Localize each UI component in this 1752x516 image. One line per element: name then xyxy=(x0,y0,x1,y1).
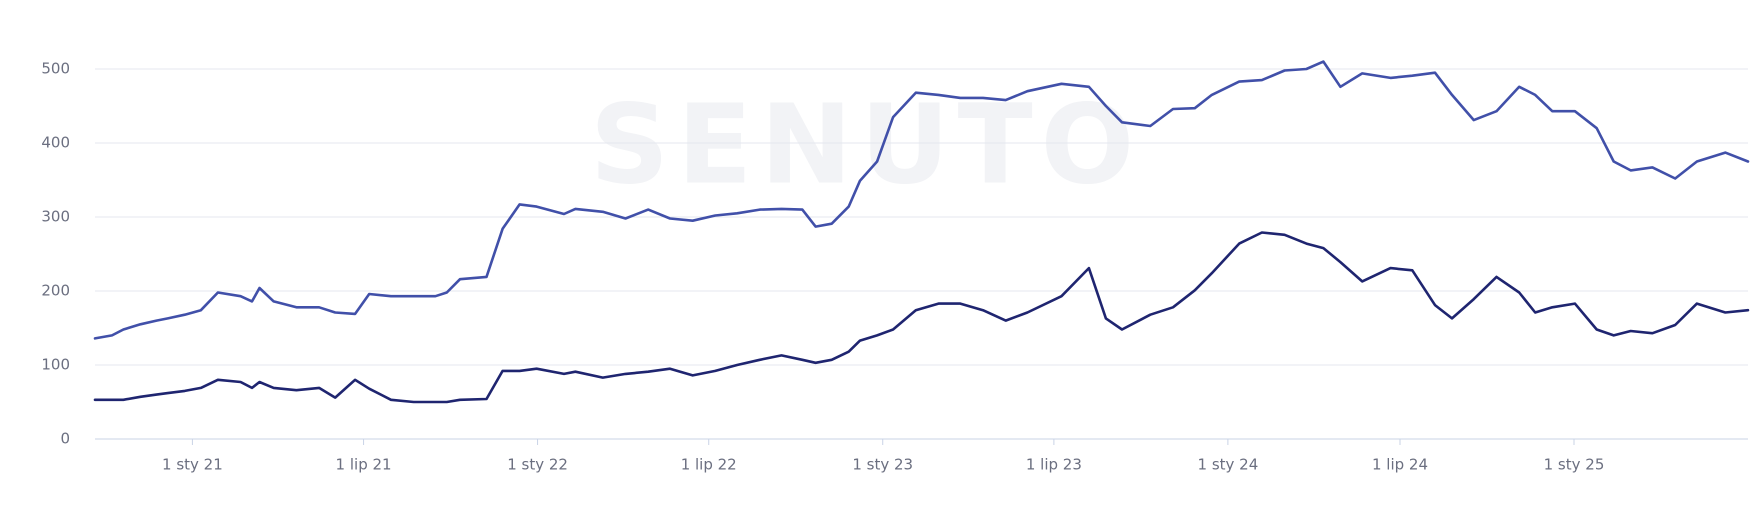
x-tick-label: 1 lip 22 xyxy=(681,456,737,474)
x-tick-label: 1 sty 24 xyxy=(1198,456,1259,474)
y-tick-label: 400 xyxy=(41,134,70,152)
y-tick-label: 500 xyxy=(41,60,70,78)
y-tick-label: 0 xyxy=(60,430,70,448)
watermark: SENUTO xyxy=(590,80,1142,208)
x-tick-label: 1 lip 23 xyxy=(1026,456,1082,474)
x-tick-label: 1 sty 23 xyxy=(852,456,913,474)
series-line xyxy=(93,231,1750,404)
x-tick-label: 1 lip 21 xyxy=(336,456,392,474)
y-tick-label: 200 xyxy=(41,282,70,300)
series-line xyxy=(93,60,1750,340)
x-tick-label: 1 sty 21 xyxy=(162,456,223,474)
x-tick-label: 1 lip 24 xyxy=(1372,456,1428,474)
x-tick-label: 1 sty 22 xyxy=(507,456,568,474)
x-tick-label: 1 sty 25 xyxy=(1544,456,1605,474)
y-tick-label: 100 xyxy=(41,356,70,374)
y-tick-label: 300 xyxy=(41,208,70,226)
